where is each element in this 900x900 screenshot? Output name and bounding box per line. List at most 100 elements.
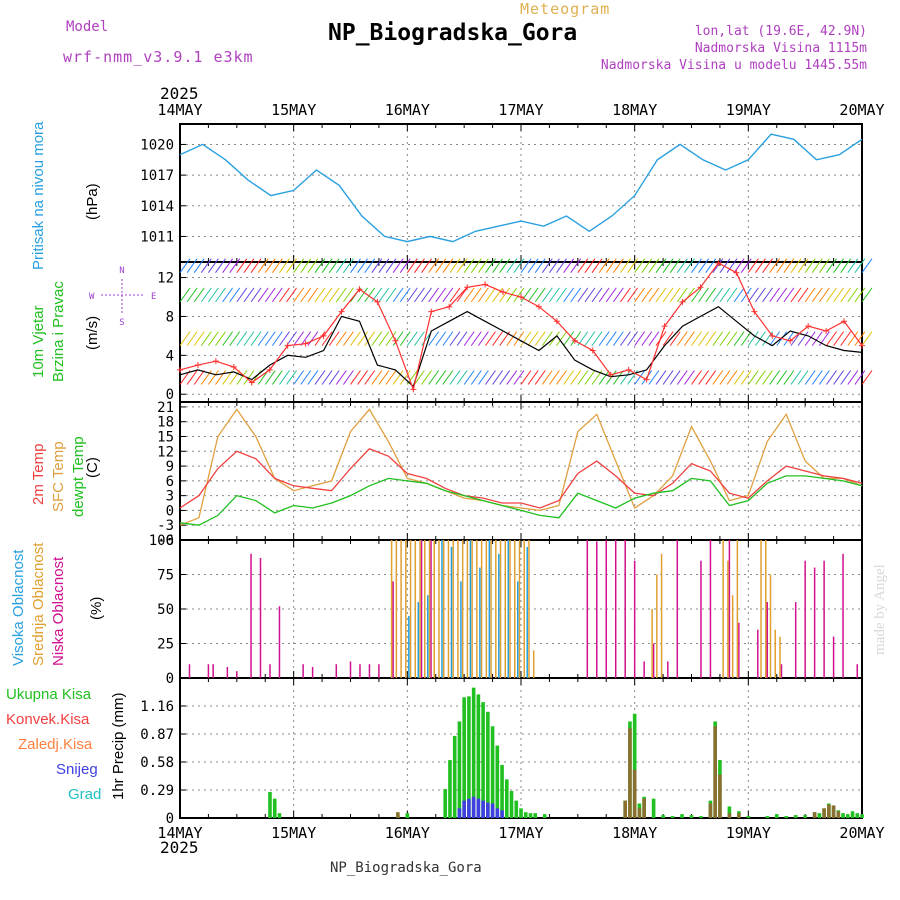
- wind-barb: [556, 370, 567, 385]
- wind-barb: [541, 331, 553, 346]
- wind-barb: [783, 370, 795, 385]
- precip-bar: [831, 805, 836, 818]
- wind-barb: [698, 331, 710, 346]
- precip-bar: [708, 803, 713, 818]
- precip-bar: [803, 815, 807, 818]
- wind-barb: [719, 331, 731, 346]
- wind-barb: [662, 331, 674, 346]
- wind-barb: [300, 331, 312, 346]
- wind-barb: [271, 258, 283, 273]
- wind-barb: [563, 331, 575, 346]
- wind-speed-marker: [428, 308, 435, 315]
- wind-barb: [321, 331, 333, 346]
- wind-barb: [854, 287, 866, 303]
- wind-barb: [406, 331, 418, 346]
- wind-barb: [534, 331, 546, 346]
- wind-barb: [243, 331, 255, 346]
- wind-barb: [634, 331, 646, 346]
- precip-bar: [841, 813, 845, 818]
- wind-barb: [257, 287, 269, 303]
- wind-speed-marker: [769, 332, 776, 339]
- wind-barb: [726, 370, 738, 385]
- wind-barb: [364, 331, 376, 346]
- wind-barb: [335, 331, 347, 346]
- wind-barb: [392, 287, 404, 303]
- wind-barb: [449, 370, 461, 385]
- wind-barb: [215, 370, 226, 385]
- y-tick-label: 4: [166, 348, 174, 364]
- wind-barb: [236, 258, 248, 273]
- wind-barb: [271, 370, 283, 385]
- wind-barb: [676, 258, 688, 273]
- wind-barb: [769, 331, 781, 346]
- wind-barb: [421, 287, 432, 303]
- wind-barb: [428, 370, 440, 385]
- precip-bar: [490, 803, 495, 818]
- wind-barb: [264, 370, 276, 385]
- wind-barb: [811, 370, 823, 385]
- wind-barb: [513, 287, 525, 303]
- precip-bar: [443, 789, 448, 818]
- wind-barb: [605, 331, 617, 346]
- wind-barb: [776, 370, 788, 385]
- wind-barb: [477, 331, 489, 346]
- wind-barb: [541, 370, 553, 385]
- wind-barb: [712, 287, 724, 303]
- wind-barb: [399, 370, 411, 385]
- wind-barb: [854, 331, 866, 346]
- wind-barb: [833, 331, 844, 346]
- wind-barb: [570, 331, 582, 346]
- wind-barb: [598, 331, 610, 346]
- y-tick-label: 0.87: [140, 727, 174, 743]
- model-version: wrf-nmm_v3.9.1 e3km: [63, 48, 254, 66]
- wind-barb: [683, 370, 695, 385]
- wind-speed-marker: [859, 342, 865, 349]
- wind-barb: [833, 287, 844, 303]
- wind-barb: [605, 258, 617, 273]
- wind-barb: [208, 287, 219, 303]
- wind-barb: [591, 287, 603, 303]
- wind-barb: [627, 287, 638, 303]
- wind-barb: [527, 370, 539, 385]
- wind-barb: [371, 370, 383, 385]
- coords-label: lon,lat (19.6E, 42.9N): [694, 24, 867, 39]
- wind-barb: [840, 331, 852, 346]
- precip-bar: [457, 721, 462, 818]
- y-tick-label: 1.16: [140, 699, 174, 715]
- wind-barb: [428, 331, 440, 346]
- wind-barb: [499, 370, 511, 385]
- wind-barb: [755, 258, 766, 273]
- wind-barb: [335, 287, 347, 303]
- precip-bar: [699, 816, 703, 818]
- wind-barb: [669, 258, 681, 273]
- model-label: Model: [66, 19, 109, 35]
- wind-barb: [506, 370, 518, 385]
- wind-barb: [229, 258, 241, 273]
- pressure-line: [179, 133, 863, 243]
- wind-barb: [321, 370, 333, 385]
- wind-barb: [570, 370, 582, 385]
- y-tick-label: 9: [166, 459, 174, 475]
- compass-s: S: [119, 318, 124, 328]
- y-tick-label: 3: [166, 489, 174, 505]
- wind-speed-marker: [607, 371, 614, 378]
- wind-barb: [818, 370, 830, 385]
- wind-barb: [250, 258, 262, 273]
- wind-barb: [847, 287, 859, 303]
- wind-barb: [847, 331, 859, 346]
- precip-bar: [467, 798, 471, 818]
- legend-rain-frz: Zaledj.Kisa: [18, 736, 93, 753]
- precip-bar: [490, 726, 495, 818]
- wind-barb: [527, 331, 539, 346]
- wind-barb: [328, 258, 340, 273]
- wind-barb: [648, 287, 660, 303]
- wind-barb: [804, 287, 816, 303]
- wind-barb: [428, 287, 440, 303]
- wind-barb: [392, 331, 404, 346]
- wind-barb: [790, 258, 802, 273]
- wind-barb: [499, 287, 511, 303]
- wind-speed-marker: [338, 308, 345, 315]
- y-tick-label: -6: [157, 533, 174, 549]
- wind-barb: [804, 258, 816, 273]
